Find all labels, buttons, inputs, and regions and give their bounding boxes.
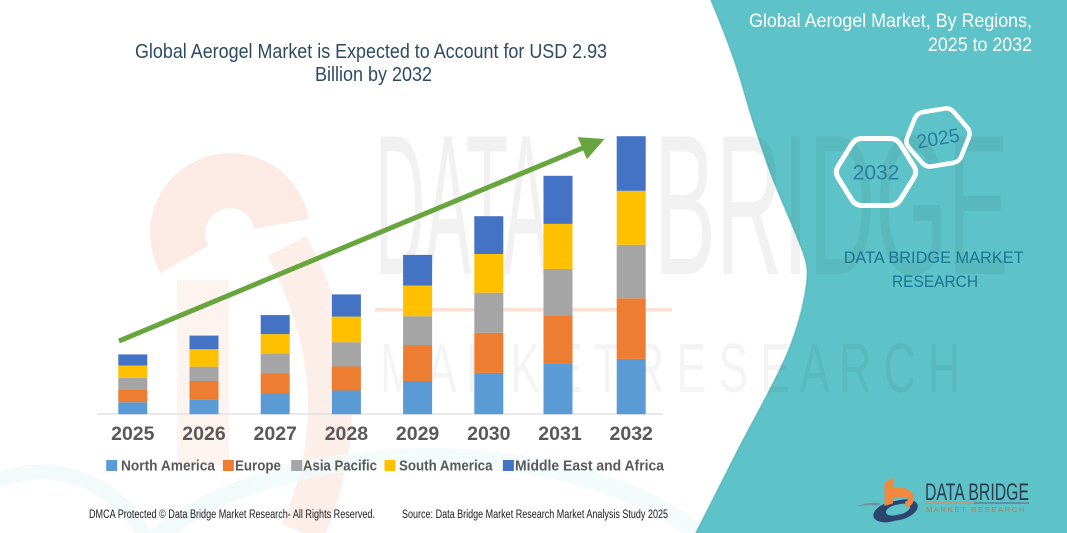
svg-text:2029: 2029 (396, 423, 440, 445)
svg-text:DMCA Protected © Data Bridge M: DMCA Protected © Data Bridge Market Rese… (89, 509, 375, 521)
svg-text:North America: North America (121, 458, 216, 475)
svg-text:2025: 2025 (111, 423, 155, 445)
svg-text:Billion by 2032: Billion by 2032 (315, 63, 432, 86)
svg-text:South America: South America (399, 458, 493, 475)
svg-text:DATA BRIDGE: DATA BRIDGE (925, 479, 1029, 506)
svg-text:2032: 2032 (610, 423, 654, 445)
svg-text:2025 to 2032: 2025 to 2032 (928, 35, 1032, 56)
svg-text:2026: 2026 (182, 423, 226, 445)
svg-text:MARKET RESEARCH: MARKET RESEARCH (926, 505, 1027, 514)
svg-text:Middle East and Africa: Middle East and Africa (515, 458, 665, 475)
svg-text:Europe: Europe (235, 458, 281, 475)
svg-text:2030: 2030 (467, 423, 511, 445)
svg-text:RESEARCH: RESEARCH (892, 272, 978, 291)
svg-text:2032: 2032 (853, 162, 900, 185)
svg-text:Asia Pacific: Asia Pacific (303, 458, 377, 475)
svg-text:DATA BRIDGE MARKET: DATA BRIDGE MARKET (844, 248, 1024, 267)
svg-text:Source: Data Bridge Market Res: Source: Data Bridge Market Research Mark… (402, 509, 668, 521)
svg-text:DATA: DATA (375, 94, 549, 317)
svg-text:2027: 2027 (254, 423, 297, 445)
svg-text:Global Aerogel Market is Expec: Global Aerogel Market is Expected to Acc… (135, 40, 607, 63)
svg-text:Global Aerogel Market, By Regi: Global Aerogel Market, By Regions, (749, 11, 1032, 32)
svg-text:2028: 2028 (325, 423, 369, 445)
svg-text:2031: 2031 (538, 423, 582, 445)
